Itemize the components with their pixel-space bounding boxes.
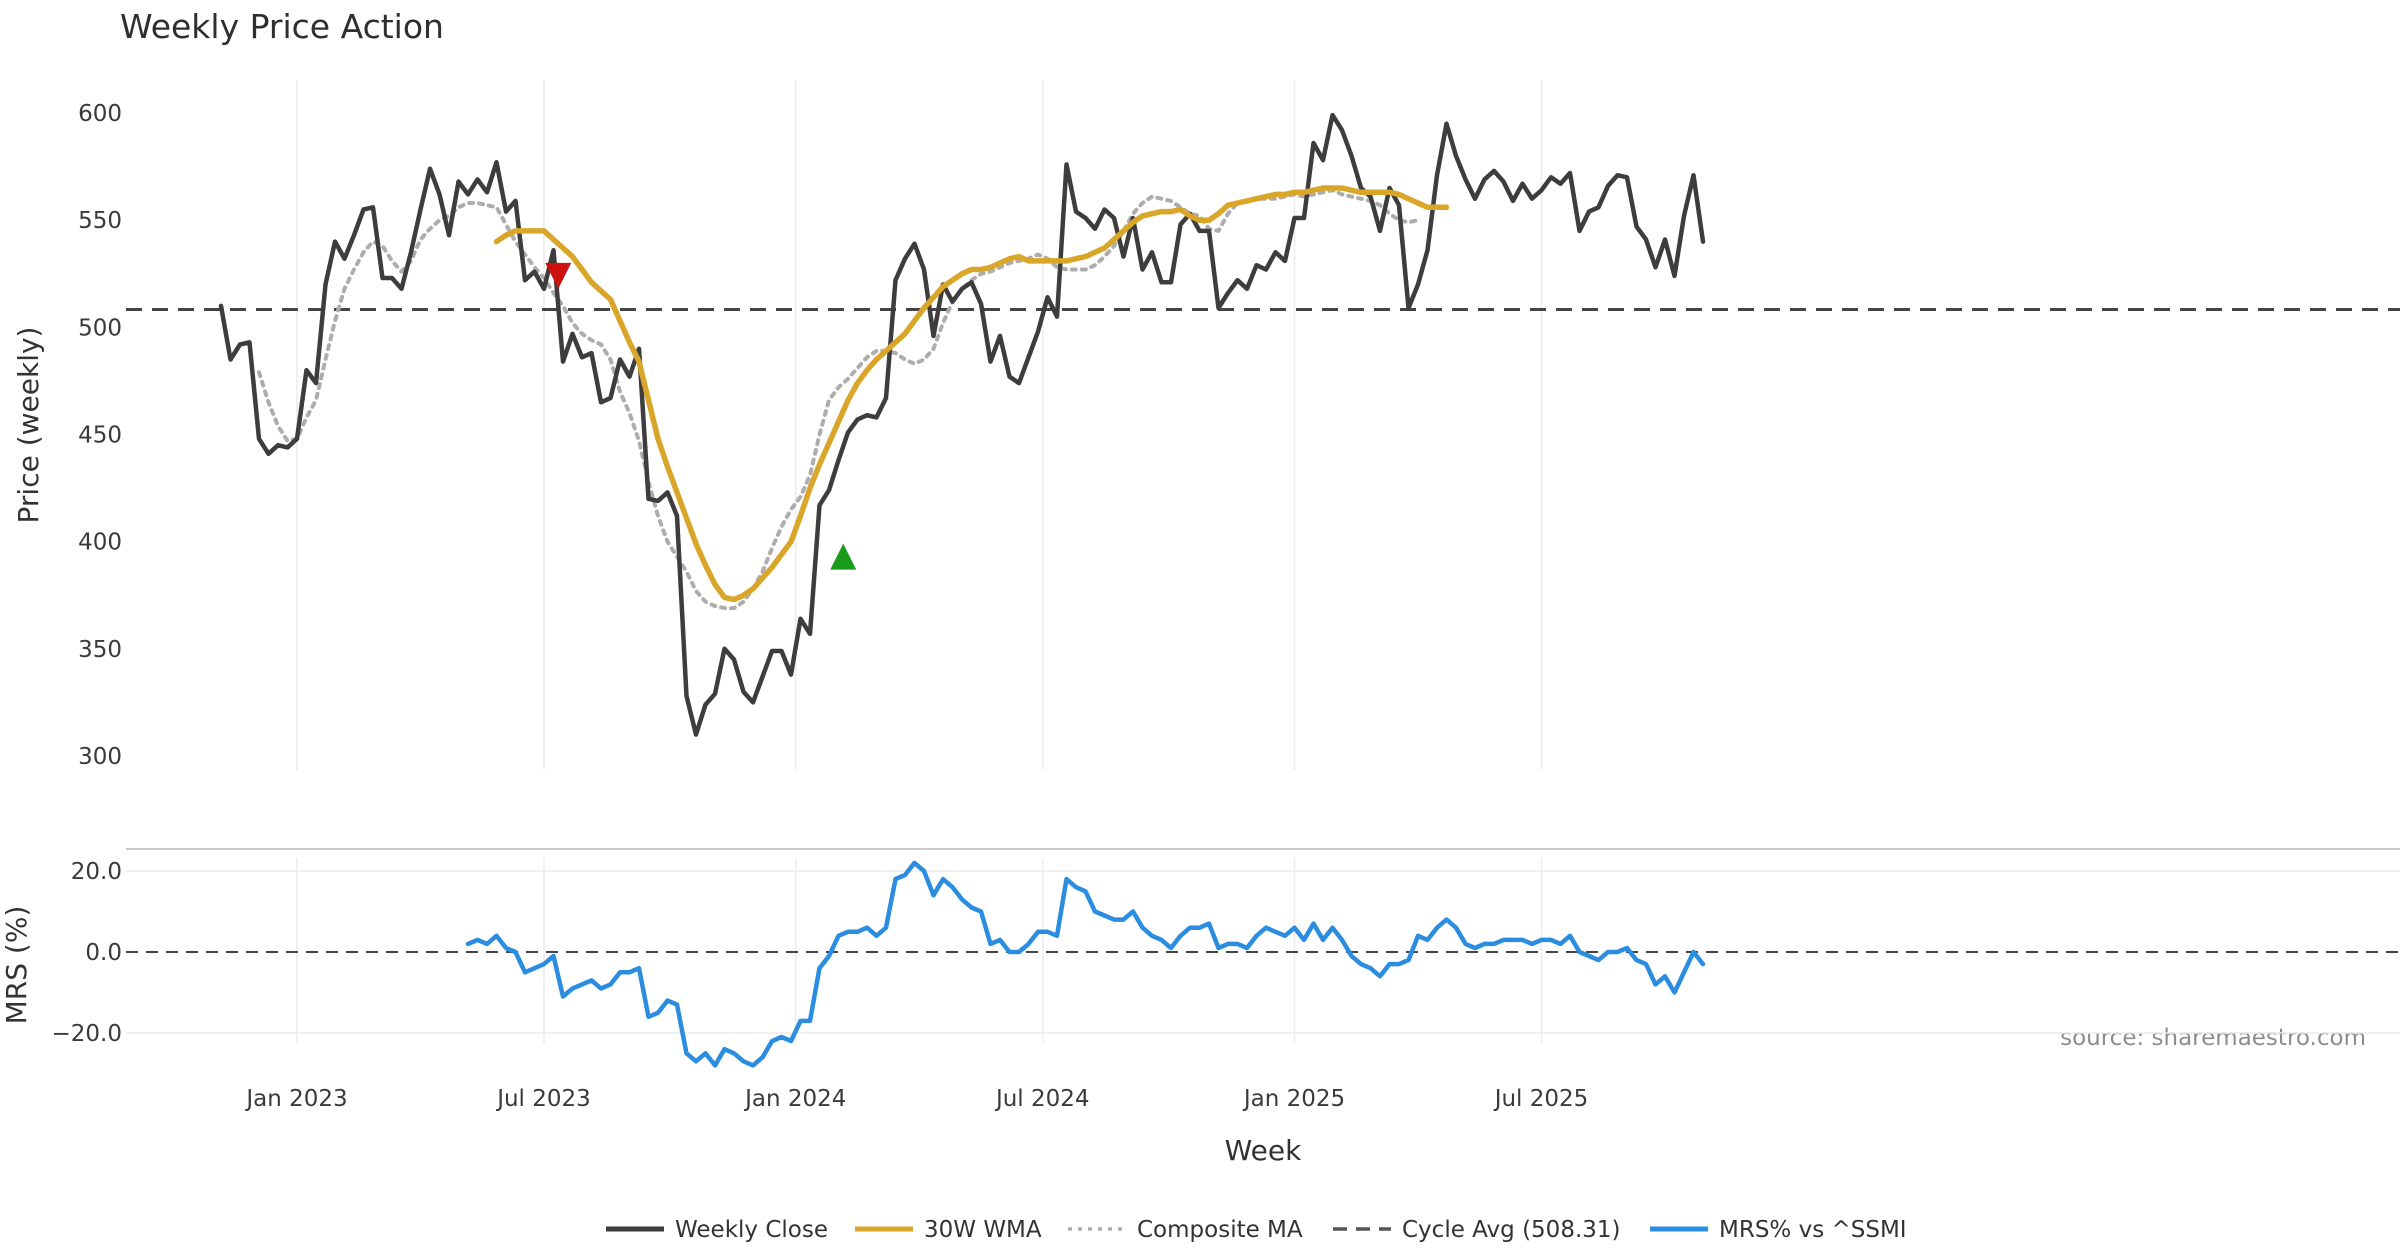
- price-y-tick-label: 500: [78, 315, 122, 341]
- mrs-line: [465, 860, 1706, 1068]
- mrs-y-axis-label: MRS (%): [0, 906, 33, 1025]
- chart-title: Weekly Price Action: [120, 7, 444, 46]
- price-grid: [296, 80, 1543, 770]
- mrs-y-tick-label: 0.0: [85, 940, 122, 966]
- weekly-close-line: [218, 112, 1706, 737]
- mrs-grid: [126, 858, 2400, 1043]
- sell-signal-marker: [545, 262, 572, 289]
- 30w-wma-line: [493, 185, 1450, 603]
- buy-signal-marker: [830, 543, 857, 570]
- x-tick-label: Jan 2024: [743, 1086, 846, 1112]
- x-axis-label: Week: [1225, 1134, 1302, 1167]
- mrs-y-tick-label: 20.0: [71, 859, 122, 885]
- price-y-tick-label: 550: [78, 208, 122, 234]
- x-tick-label: Jan 2025: [1242, 1086, 1345, 1112]
- source-credit: source: sharemaestro.com: [2060, 1025, 2366, 1051]
- price-y-tick-label: 350: [78, 637, 122, 663]
- price-y-tick-label: 400: [78, 530, 122, 556]
- mrs-y-tick-label: −20.0: [52, 1021, 122, 1047]
- legend-label: MRS% vs ^SSMI: [1719, 1217, 1907, 1243]
- price-y-tick-label: 300: [78, 744, 122, 770]
- x-tick-label: Jul 2024: [994, 1086, 1090, 1112]
- price-y-ticks: 300 350 400 450 500 550 600: [78, 101, 122, 770]
- legend-label: Cycle Avg (508.31): [1402, 1217, 1621, 1243]
- x-tick-label: Jul 2025: [1493, 1086, 1589, 1112]
- price-series-layer: [126, 112, 2400, 737]
- legend-label: Composite MA: [1137, 1217, 1303, 1243]
- price-y-axis-label: Price (weekly): [12, 327, 45, 524]
- price-y-tick-label: 450: [78, 423, 122, 449]
- legend: Weekly Close 30W WMA Composite MA Cycle Avg…: [606, 1217, 1907, 1243]
- composite-ma-line: [257, 188, 1420, 611]
- mrs-y-ticks: 20.0 0.0 −20.0: [52, 859, 122, 1047]
- price-y-tick-label: 600: [78, 101, 122, 127]
- x-tick-label: Jul 2023: [495, 1086, 591, 1112]
- mrs-series-layer: [126, 860, 2400, 1068]
- x-tick-label: Jan 2023: [244, 1086, 347, 1112]
- legend-label: Weekly Close: [675, 1217, 828, 1243]
- legend-label: 30W WMA: [924, 1217, 1042, 1243]
- x-ticks: Jan 2023 Jul 2023 Jan 2024 Jul 2024 Jan 2025…: [244, 1086, 1588, 1112]
